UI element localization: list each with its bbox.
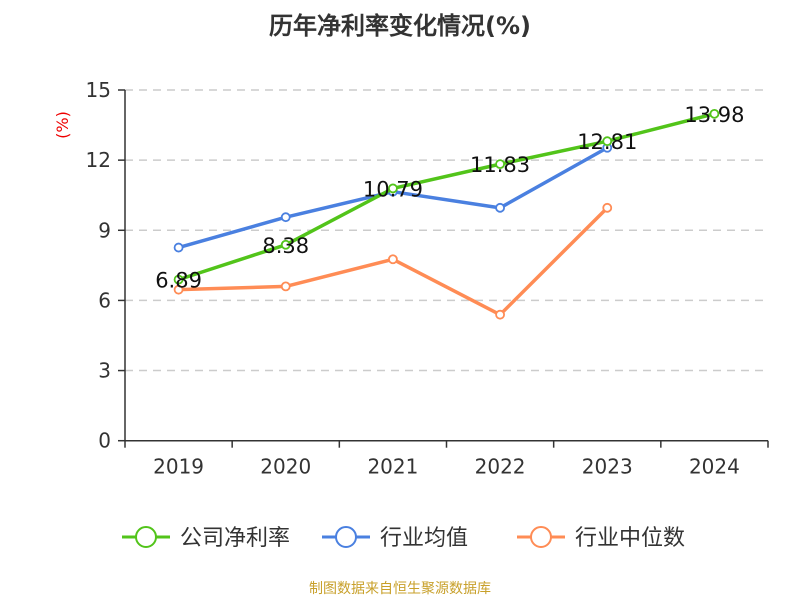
data-point [388, 254, 398, 265]
x-tick-label: 2023 [582, 455, 633, 479]
data-label: 12.81 [577, 130, 637, 154]
data-point [280, 239, 291, 250]
x-tick-label: 2021 [367, 455, 418, 479]
data-point [602, 202, 613, 213]
y-tick-label: 3 [98, 359, 111, 383]
data-point [280, 212, 291, 223]
data-point [173, 274, 184, 285]
chart-title: 历年净利率变化情况(%) [269, 12, 531, 40]
data-label: 6.89 [155, 269, 202, 293]
legend-marker [335, 526, 357, 548]
data-label: 13.98 [684, 103, 744, 127]
data-point [495, 309, 505, 320]
data-label: 8.38 [262, 234, 309, 258]
x-tick-label: 2022 [475, 455, 526, 479]
series-line [178, 112, 715, 282]
data-label: 11.83 [470, 153, 530, 177]
y-tick-label: 6 [98, 288, 111, 312]
y-tick-label: 15 [86, 78, 111, 102]
y-tick-label: 12 [86, 148, 111, 172]
legend-marker [135, 526, 157, 548]
x-tick-label: 2019 [153, 455, 204, 479]
legend-label: 行业均值 [380, 526, 468, 551]
data-point [602, 136, 613, 147]
data-point [495, 202, 505, 213]
data-label: 10.79 [363, 177, 423, 201]
data-point [495, 159, 505, 170]
x-tick-label: 2024 [689, 455, 740, 479]
data-point [388, 183, 398, 194]
x-tick-label: 2020 [260, 455, 311, 479]
y-tick-label: 9 [98, 218, 111, 242]
source-note: 制图数据来自恒生聚源数据库 [309, 581, 491, 597]
legend-label: 行业中位数 [575, 526, 685, 551]
y-axis-label: (%) [53, 111, 72, 139]
data-point [280, 281, 291, 292]
data-point [173, 284, 184, 295]
y-tick-label: 0 [98, 429, 111, 453]
legend-marker [530, 526, 552, 548]
data-point [173, 242, 184, 253]
legend-label: 公司净利率 [180, 526, 290, 551]
data-point [709, 108, 720, 119]
